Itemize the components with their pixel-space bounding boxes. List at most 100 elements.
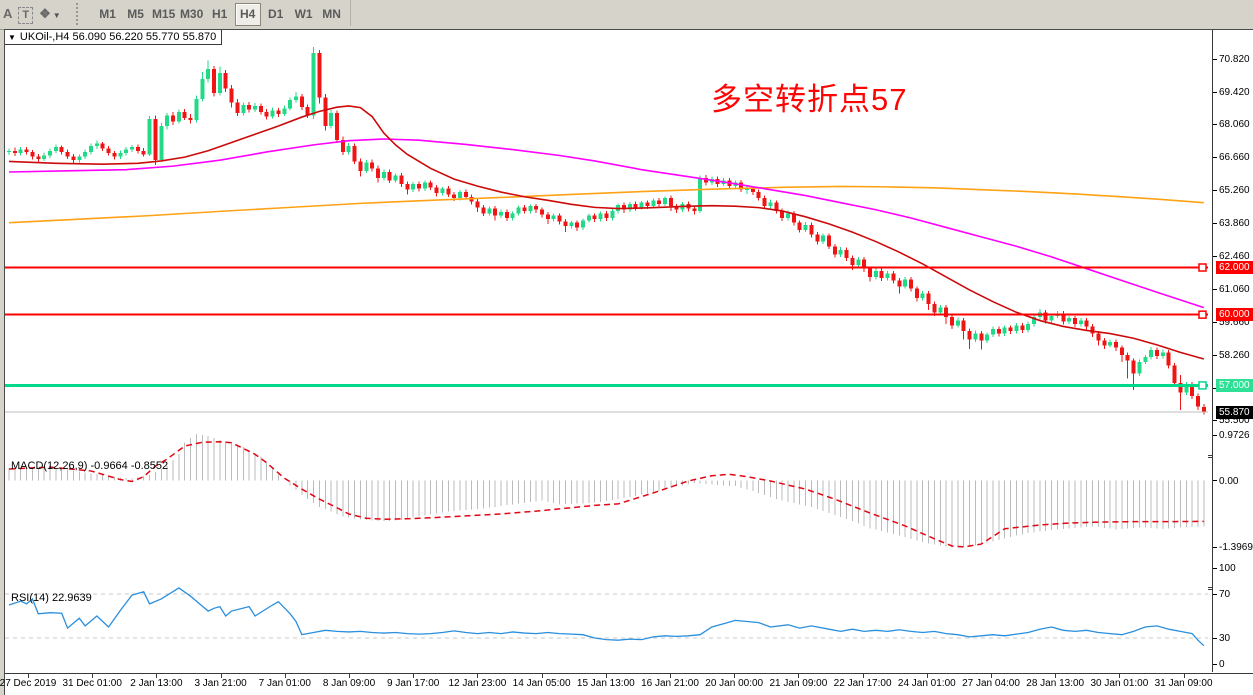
timeframe-button-H1[interactable]: H1: [211, 7, 228, 21]
date-tick: [1183, 674, 1185, 678]
timeframe-button-H4[interactable]: H4: [234, 3, 261, 26]
axis-tick-label: 55.500: [1213, 415, 1253, 426]
toolbar-grip-handle[interactable]: [76, 3, 83, 25]
axis-tick-label: 59.660: [1213, 317, 1253, 328]
date-tick: [156, 674, 158, 678]
price-badge-55.870: 55.870: [1216, 405, 1253, 419]
date-tick: [1119, 674, 1121, 678]
date-tick: [413, 674, 415, 678]
timeframe-button-D1[interactable]: D1: [267, 7, 284, 21]
date-label: 28 Jan 13:00: [1026, 678, 1085, 689]
objects-list-button[interactable]: ❖ ▼: [39, 3, 61, 24]
axis-tick-label: 66.660: [1213, 152, 1253, 163]
date-tick: [284, 674, 286, 678]
drawing-tools-group: A T ❖ ▼: [0, 0, 64, 24]
timeframe-button-M15[interactable]: M15: [151, 7, 176, 21]
date-label: 12 Jan 23:00: [448, 678, 507, 689]
date-label: 21 Jan 09:00: [769, 678, 828, 689]
axis-tick-label: 62.460: [1213, 251, 1253, 262]
chart-title-box: ▼ UKOil-,H4 56.090 56.220 55.770 55.870: [5, 30, 223, 45]
text-box-icon: T: [18, 7, 34, 24]
date-label: 9 Jan 17:00: [387, 678, 440, 689]
price-badge-60.000: 60.000: [1216, 308, 1253, 322]
timeframe-button-M1[interactable]: M1: [99, 7, 116, 21]
date-tick: [28, 674, 29, 678]
rsi-value: 22.9639: [51, 592, 92, 604]
timeframe-button-W1[interactable]: W1: [294, 7, 313, 21]
objects-list-icon: ❖: [39, 6, 51, 21]
timeframe-button-M5[interactable]: M5: [127, 7, 144, 21]
macd-canvas[interactable]: [5, 428, 1208, 557]
axis-tick-label: 0: [1213, 659, 1253, 670]
date-label: 31 Jan 09:00: [1154, 678, 1213, 689]
rsi-name: RSI(14): [11, 592, 49, 604]
axis-tick-label: 100: [1213, 563, 1253, 574]
date-tick: [477, 674, 479, 678]
date-tick: [862, 674, 864, 678]
rsi-canvas[interactable]: [5, 560, 1208, 671]
price-chart-canvas[interactable]: [5, 31, 1208, 425]
timeframe-button-M30[interactable]: M30: [179, 7, 204, 21]
price-badge-57.000: 57.000: [1216, 378, 1253, 392]
date-tick: [1055, 674, 1057, 678]
date-tick: [670, 674, 671, 678]
date-label: 14 Jan 05:00: [512, 678, 571, 689]
chart-ohlc-quote: 56.090 56.220 55.770 55.870: [72, 31, 217, 43]
date-tick: [92, 674, 94, 678]
axis-tick-label: 30: [1213, 633, 1253, 644]
date-label: 22 Jan 17:00: [833, 678, 892, 689]
date-label: 30 Jan 01:00: [1090, 678, 1149, 689]
axis-tick-label: -1.3969: [1213, 542, 1253, 553]
date-tick: [605, 674, 607, 678]
date-label: 20 Jan 00:00: [705, 678, 764, 689]
price-badge-62.000: 62.000: [1216, 261, 1253, 274]
timeframe-toolbar: M1 M5 M15 M30 H1 H4 D1 W1 MN: [94, 0, 351, 26]
hline-handle-62[interactable]: [1198, 263, 1207, 272]
date-axis[interactable]: 27 Dec 2019 31 Dec 01:00 2 Jan 13:00 3 Jan …: [0, 673, 1253, 695]
dropdown-caret-icon[interactable]: ▼: [52, 11, 61, 20]
chart-text-annotation[interactable]: 多空转折点57: [711, 82, 908, 117]
date-tick: [991, 674, 992, 678]
date-tick: [798, 674, 800, 678]
text-label-button[interactable]: A: [3, 3, 12, 24]
axis-tick-label: 70.820: [1213, 54, 1253, 65]
axis-tick-label: 0.00: [1213, 476, 1253, 487]
chart-window[interactable]: ▼ UKOil-,H4 56.090 56.220 55.770 55.870 多…: [0, 29, 1253, 695]
chart-toolbar: A T ❖ ▼ M1 M5 M15 M30 H1 H4 D1 W1 MN: [0, 0, 1253, 30]
date-label: 31 Dec 01:00: [62, 678, 122, 689]
axis-tick-label: 69.420: [1213, 87, 1253, 98]
axis-tick-label: 68.060: [1213, 119, 1253, 130]
axis-tick-label: 0.9726: [1213, 430, 1253, 441]
date-tick: [541, 674, 543, 678]
macd-indicator-label: MACD(12,26,9) -0.9664 -0.8552: [11, 460, 168, 472]
chart-symbol-title: UKOil-,H4: [19, 31, 70, 43]
axis-tick-label: 63.860: [1213, 218, 1253, 229]
macd-name: MACD(12,26,9): [11, 460, 88, 472]
date-label: 27 Jan 04:00: [962, 678, 1020, 689]
date-label: 24 Jan 01:00: [897, 678, 956, 689]
axis-tick-label: 70: [1213, 589, 1253, 600]
axis-tick-label: 61.060: [1213, 284, 1253, 295]
collapse-triangle-icon[interactable]: ▼: [8, 33, 16, 42]
text-label-icon: A: [3, 6, 13, 21]
date-tick: [734, 674, 736, 678]
axis-tick-label: 65.260: [1213, 185, 1253, 196]
date-label: 7 Jan 01:00: [258, 678, 311, 689]
macd-values: -0.9664 -0.8552: [90, 460, 169, 472]
date-tick: [220, 674, 222, 678]
hline-handle-60[interactable]: [1198, 310, 1207, 319]
date-label: 3 Jan 21:00: [194, 678, 247, 689]
timeframe-button-MN[interactable]: MN: [322, 7, 341, 21]
date-label: 8 Jan 09:00: [322, 678, 376, 689]
text-box-button[interactable]: T: [18, 3, 34, 24]
date-label: 27 Dec 2019: [0, 678, 57, 689]
date-label: 16 Jan 21:00: [641, 678, 699, 689]
date-tick: [349, 674, 350, 678]
date-label: 2 Jan 13:00: [130, 678, 183, 689]
hline-handle-57[interactable]: [1198, 381, 1207, 390]
axis-tick-label: 58.260: [1213, 350, 1253, 361]
date-tick: [926, 674, 928, 678]
price-axis[interactable]: 70.820 69.420 68.060 66.660 65.260 63.860 62.4…: [1212, 30, 1253, 672]
date-label: 15 Jan 13:00: [576, 678, 635, 689]
